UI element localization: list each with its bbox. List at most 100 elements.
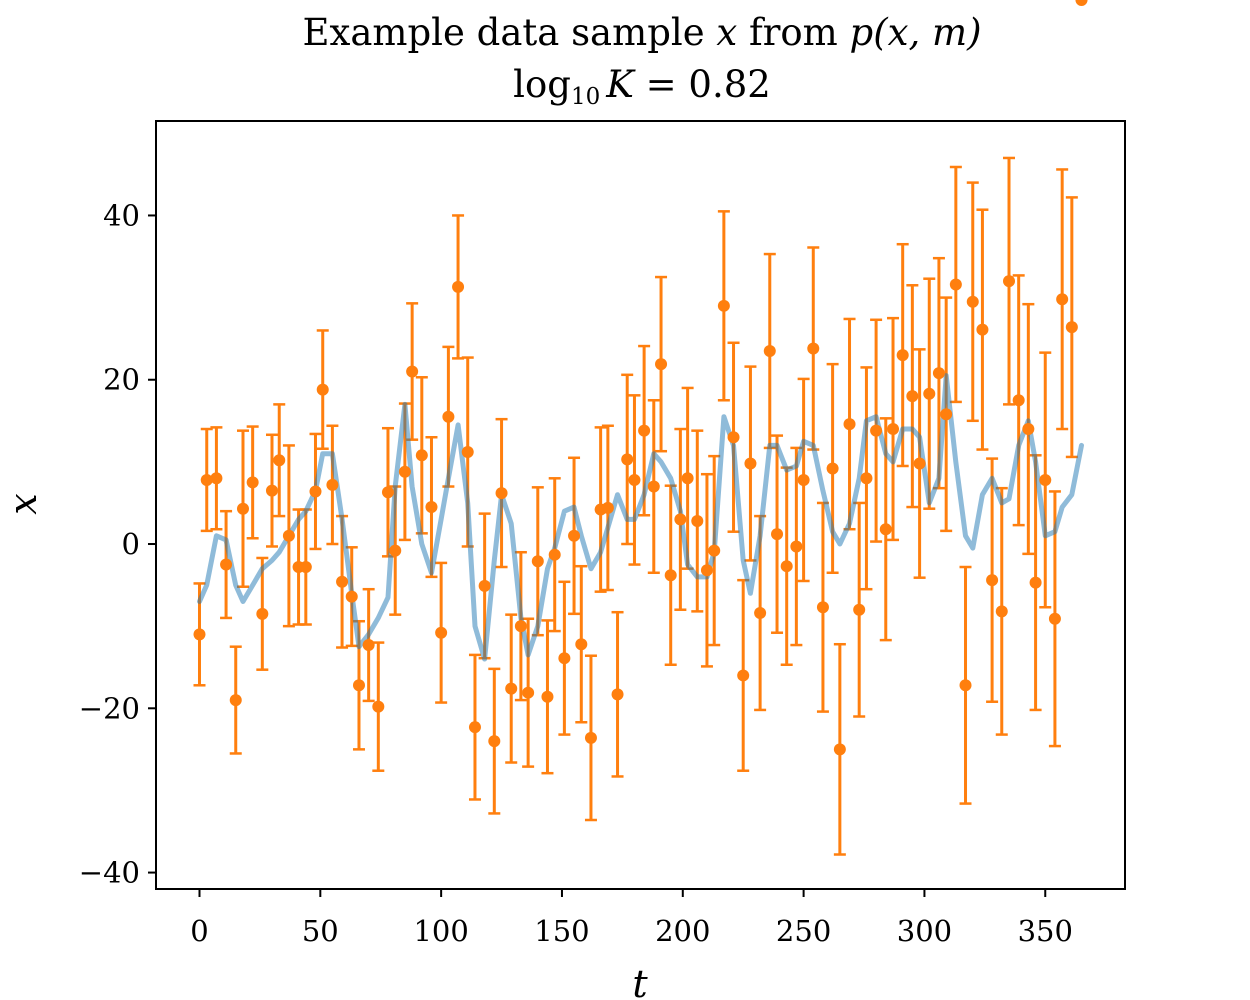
data-point bbox=[621, 453, 634, 466]
data-points-layer bbox=[193, 0, 1088, 756]
data-point bbox=[362, 639, 375, 652]
y-tick-label: 40 bbox=[103, 198, 140, 232]
data-point bbox=[995, 605, 1008, 618]
data-point bbox=[879, 523, 892, 536]
data-point bbox=[674, 513, 687, 526]
data-point bbox=[932, 367, 945, 380]
data-point bbox=[372, 700, 385, 713]
data-point bbox=[601, 501, 614, 514]
data-point bbox=[843, 418, 856, 431]
data-point bbox=[700, 564, 713, 577]
x-axis-label: t bbox=[632, 962, 648, 1000]
data-point bbox=[966, 295, 979, 308]
data-point bbox=[681, 472, 694, 485]
data-point bbox=[611, 688, 624, 701]
data-point bbox=[816, 601, 829, 614]
data-point bbox=[1075, 0, 1088, 6]
data-point bbox=[1048, 612, 1061, 625]
data-point bbox=[887, 423, 900, 436]
data-point bbox=[807, 342, 820, 355]
data-point bbox=[638, 424, 651, 437]
x-tick-label: 100 bbox=[413, 914, 468, 948]
data-point bbox=[853, 603, 866, 616]
data-point bbox=[727, 431, 740, 444]
data-point bbox=[913, 457, 926, 470]
data-point bbox=[976, 323, 989, 336]
data-point bbox=[548, 548, 561, 561]
data-point bbox=[833, 743, 846, 756]
data-point bbox=[628, 473, 641, 486]
data-point bbox=[435, 626, 448, 639]
data-point bbox=[229, 694, 242, 707]
data-point bbox=[708, 544, 721, 557]
data-point bbox=[717, 299, 730, 312]
data-point bbox=[316, 383, 329, 396]
data-point bbox=[236, 502, 249, 515]
data-point bbox=[442, 410, 455, 423]
data-point bbox=[558, 652, 571, 665]
data-point bbox=[584, 731, 597, 744]
plot-frame bbox=[155, 120, 1126, 890]
data-point bbox=[415, 449, 428, 462]
y-tick-label: −40 bbox=[79, 856, 140, 890]
data-point bbox=[744, 457, 757, 470]
y-tick-label: 0 bbox=[122, 527, 140, 561]
data-point bbox=[309, 485, 322, 498]
x-tick-label: 350 bbox=[1018, 914, 1073, 948]
data-point bbox=[1039, 473, 1052, 486]
data-point bbox=[655, 358, 668, 371]
data-point bbox=[568, 529, 581, 542]
data-point bbox=[389, 544, 402, 557]
data-point bbox=[870, 424, 883, 437]
x-axis: 0 50 100 150 200 250 300 350 bbox=[190, 889, 1073, 948]
data-point bbox=[488, 735, 501, 748]
data-point bbox=[1003, 275, 1016, 288]
data-point bbox=[763, 344, 776, 357]
x-tick-label: 250 bbox=[776, 914, 831, 948]
data-point bbox=[790, 540, 803, 553]
x-tick-label: 0 bbox=[190, 914, 208, 948]
data-point bbox=[352, 679, 365, 692]
data-point bbox=[797, 473, 810, 486]
data-point bbox=[210, 472, 223, 485]
data-point bbox=[193, 628, 206, 641]
data-point bbox=[940, 408, 953, 421]
data-point bbox=[1012, 394, 1025, 407]
data-point bbox=[398, 465, 411, 478]
data-point bbox=[256, 607, 269, 620]
y-axis: −40 −20 0 20 40 bbox=[79, 198, 156, 890]
chart-title-line1: Example data sample x from p(x, m) bbox=[302, 11, 981, 54]
y-axis-label: x bbox=[1, 493, 45, 514]
data-point bbox=[326, 478, 339, 491]
data-point bbox=[737, 669, 750, 682]
data-point bbox=[986, 574, 999, 587]
data-point bbox=[282, 529, 295, 542]
data-point bbox=[273, 454, 286, 467]
data-point bbox=[647, 480, 660, 493]
data-point bbox=[780, 560, 793, 573]
x-tick-label: 300 bbox=[897, 914, 952, 948]
data-point bbox=[381, 486, 394, 499]
y-tick-label: −20 bbox=[79, 691, 140, 725]
data-point bbox=[461, 446, 474, 459]
data-point bbox=[468, 721, 481, 734]
data-point bbox=[860, 472, 873, 485]
data-point bbox=[452, 280, 465, 293]
model-line-layer bbox=[197, 373, 1084, 662]
data-point bbox=[826, 462, 839, 475]
data-point bbox=[200, 473, 213, 486]
data-point bbox=[1065, 321, 1078, 334]
data-point bbox=[1056, 293, 1069, 306]
data-point bbox=[959, 679, 972, 692]
x-tick-label: 50 bbox=[302, 914, 339, 948]
data-point bbox=[495, 487, 508, 500]
data-point bbox=[345, 590, 358, 603]
chart-title-line2: log10 K = 0.82 bbox=[513, 63, 771, 110]
data-point bbox=[664, 569, 677, 582]
x-tick-label: 200 bbox=[655, 914, 710, 948]
model-series-line bbox=[197, 373, 1084, 662]
data-point bbox=[541, 690, 554, 703]
x-tick-label: 150 bbox=[534, 914, 589, 948]
